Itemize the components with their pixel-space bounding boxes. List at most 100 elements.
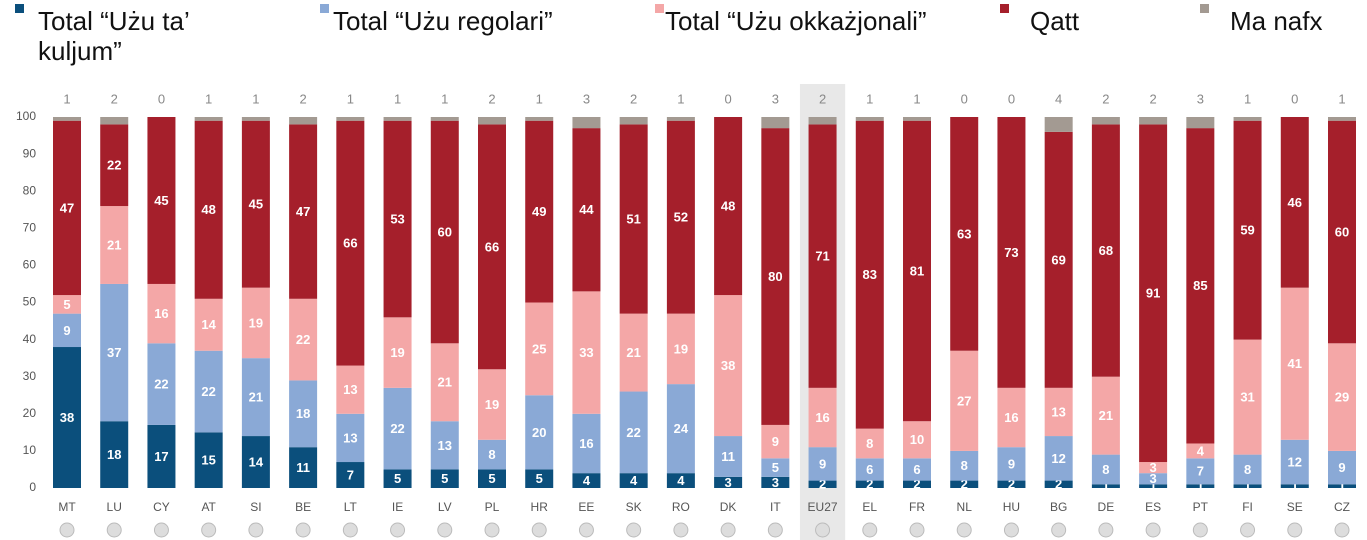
bar-segment xyxy=(855,117,884,121)
bar-segment xyxy=(950,117,979,351)
x-tick-label: HR xyxy=(531,500,549,514)
x-tick-label: LT xyxy=(344,500,358,514)
flag-icon xyxy=(248,522,264,538)
data-label: 3 xyxy=(772,475,779,490)
data-label: 1 xyxy=(63,91,70,106)
legend-swatch xyxy=(1000,4,1009,13)
data-label: 21 xyxy=(1099,408,1113,423)
bar-segment xyxy=(53,295,81,314)
data-label: 2 xyxy=(1102,91,1109,106)
bar-segment xyxy=(100,206,129,284)
bar-segment xyxy=(100,283,129,422)
bar-segment xyxy=(903,120,931,422)
data-label: 4 xyxy=(1197,443,1205,458)
x-tick-label: RO xyxy=(672,500,690,514)
data-label: 8 xyxy=(1244,462,1251,477)
data-label: 83 xyxy=(863,267,877,282)
bar-segment xyxy=(761,476,790,488)
data-label: 19 xyxy=(249,315,263,330)
bar-segment xyxy=(997,480,1026,488)
data-label: 3 xyxy=(772,91,779,106)
data-label: 47 xyxy=(296,204,310,219)
data-label: 66 xyxy=(343,236,357,251)
bar-segment xyxy=(1091,454,1120,485)
bar-segment xyxy=(714,436,743,477)
x-tick-label: DK xyxy=(720,500,737,514)
bar-segment xyxy=(1280,484,1309,488)
bar-segment xyxy=(194,298,223,351)
bar-segment xyxy=(997,117,1026,388)
data-label: 8 xyxy=(488,447,495,462)
data-label: 25 xyxy=(532,341,546,356)
bar-segment xyxy=(1328,117,1356,121)
x-tick-label: HU xyxy=(1003,500,1020,514)
data-label: 24 xyxy=(674,421,689,436)
x-tick-label: AT xyxy=(201,500,216,514)
bar-segment xyxy=(1328,343,1356,451)
bar-segment xyxy=(1139,484,1168,488)
data-label: 0 xyxy=(158,91,165,106)
y-tick-label: 100 xyxy=(16,109,36,123)
data-label: 12 xyxy=(1288,454,1302,469)
flag-icon xyxy=(1287,522,1303,538)
bar-segment xyxy=(336,462,365,488)
bar-segment xyxy=(383,117,412,121)
data-label: 1 xyxy=(677,91,684,106)
bar-segment xyxy=(903,480,931,488)
bar-segment xyxy=(1044,480,1073,488)
bar-segment xyxy=(241,287,270,359)
data-label: 1 xyxy=(913,91,920,106)
flag-icon xyxy=(578,522,594,538)
data-label: 9 xyxy=(819,456,826,471)
flag-icon xyxy=(153,522,169,538)
data-label: 13 xyxy=(438,438,452,453)
bar-segment xyxy=(855,428,884,459)
data-label: 4 xyxy=(677,473,685,488)
flag-icon xyxy=(909,522,925,538)
bar-segment xyxy=(430,469,459,488)
bar-segment xyxy=(761,458,790,477)
bar-segment xyxy=(572,291,601,414)
x-tick-label: ES xyxy=(1145,500,1161,514)
x-tick-label: LU xyxy=(107,500,122,514)
legend: Total “Użu ta’ kuljum” Total “Użu regolar… xyxy=(0,0,1367,80)
bar-segment xyxy=(761,128,790,425)
data-label: 19 xyxy=(674,341,688,356)
data-label: 9 xyxy=(1338,460,1345,475)
bar-segment xyxy=(383,469,412,488)
y-tick-label: 10 xyxy=(23,443,37,457)
legend-label: Qatt xyxy=(1030,6,1080,36)
bar-segment xyxy=(289,298,318,381)
data-label: 1 xyxy=(394,91,401,106)
bar-segment xyxy=(903,421,931,459)
y-tick-label: 40 xyxy=(23,332,37,346)
data-label: 2 xyxy=(913,477,920,492)
bar-segment xyxy=(53,313,81,348)
bar-segment xyxy=(714,476,743,488)
data-label: 3 xyxy=(583,91,590,106)
bar-segment xyxy=(430,343,459,422)
legend-label: Ma nafx xyxy=(1230,6,1323,36)
bar-segment xyxy=(808,387,837,448)
data-label: 12 xyxy=(1051,451,1065,466)
data-label: 17 xyxy=(154,449,168,464)
data-label: 20 xyxy=(532,425,546,440)
data-label: 14 xyxy=(201,317,216,332)
bar-segment xyxy=(147,424,176,488)
bar-segment xyxy=(903,458,931,481)
x-tick-label: NL xyxy=(957,500,973,514)
data-label: 21 xyxy=(107,237,121,252)
data-label: 51 xyxy=(626,211,640,226)
bar-segment xyxy=(855,458,884,481)
y-tick-label: 50 xyxy=(23,295,37,309)
bar-segment xyxy=(761,424,790,459)
legend-swatch xyxy=(1200,4,1209,13)
data-label: 48 xyxy=(721,198,735,213)
bar-segment xyxy=(53,347,81,488)
bar-segment xyxy=(147,283,176,344)
legend-swatch xyxy=(15,4,24,13)
bar-segment xyxy=(1044,131,1073,388)
data-label: 69 xyxy=(1051,252,1065,267)
bar-segment xyxy=(430,117,459,121)
